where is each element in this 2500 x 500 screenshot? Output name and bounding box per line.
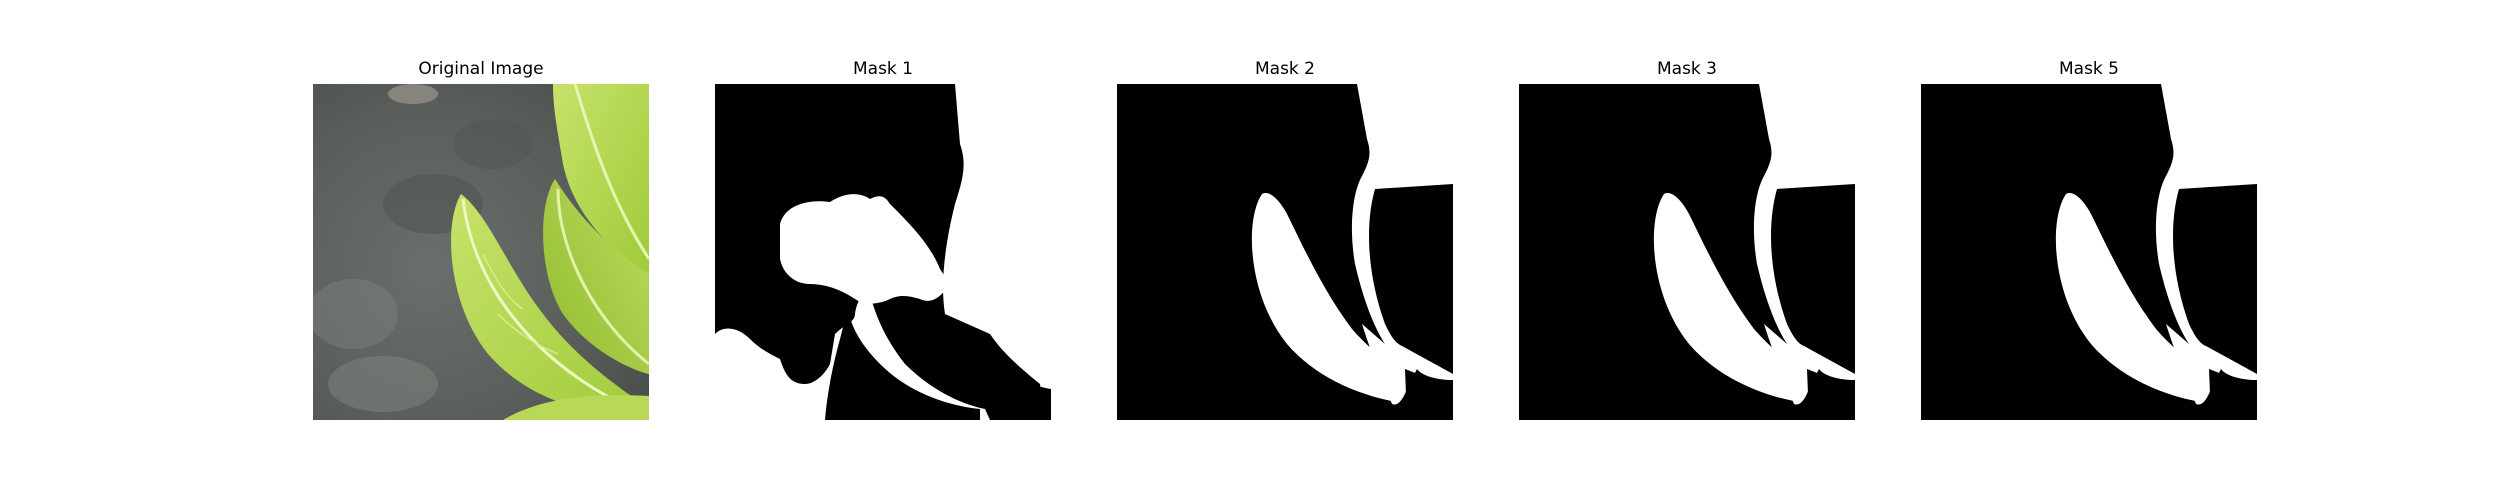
panel-mask-2: Mask 2 <box>1117 55 1453 420</box>
panel-mask-1: Mask 1 <box>715 55 1051 420</box>
mask-5-image <box>1921 84 2257 420</box>
panel-original-image: Original Image <box>313 55 649 420</box>
panel-title: Mask 1 <box>852 59 913 79</box>
original-image <box>313 84 649 420</box>
mask-2-image <box>1117 84 1453 420</box>
panel-title: Mask 2 <box>1254 59 1315 79</box>
mask-3-image <box>1519 84 1855 420</box>
panel-title: Original Image <box>418 59 544 79</box>
mask-1-image <box>715 84 1051 420</box>
panel-mask-3: Mask 3 <box>1519 55 1855 420</box>
panel-title: Mask 3 <box>1656 59 1717 79</box>
panel-mask-5: Mask 5 <box>1921 55 2257 420</box>
panel-title: Mask 5 <box>2058 59 2119 79</box>
